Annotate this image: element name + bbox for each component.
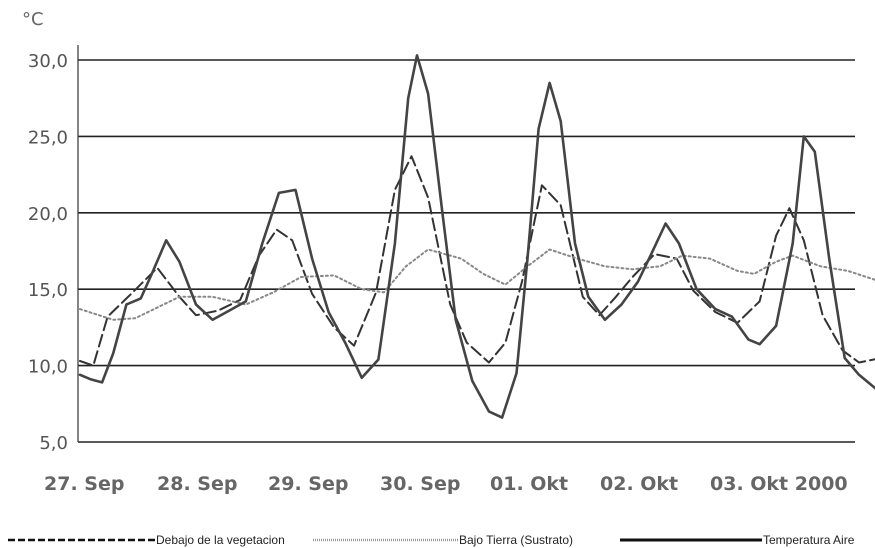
gridlines — [78, 59, 855, 443]
y-tick-labels: 30,0 25,0 20,0 15,0 10,0 5,0 — [28, 51, 68, 454]
legend: Debajo de la vegetacion Bajo Tierra (Sust… — [8, 533, 855, 547]
x-tick-label: 27. Sep — [44, 473, 124, 495]
y-tick-label: 20,0 — [28, 204, 68, 225]
x-tick-labels: 27. Sep 28. Sep 29. Sep 30. Sep 01. Okt 02. O… — [44, 473, 848, 495]
series-lines — [78, 54, 875, 419]
legend-label: Debajo de la vegetacion — [156, 533, 285, 547]
x-tick-label: 29. Sep — [268, 473, 348, 495]
x-tick-label: 03. Okt 2000 — [710, 473, 848, 495]
y-tick-label: 10,0 — [28, 357, 68, 378]
y-tick-label: 15,0 — [28, 280, 68, 301]
x-tick-label: 01. Okt — [490, 473, 568, 495]
legend-label: Temperatura Aire — [763, 533, 855, 547]
legend-label: Bajo Tierra (Sustrato) — [459, 533, 573, 547]
series-line-solid — [78, 54, 875, 419]
y-tick-label: 5,0 — [39, 433, 68, 454]
series-line-dashed — [79, 155, 875, 367]
x-tick-label: 30. Sep — [380, 473, 460, 495]
y-unit-label: °C — [22, 9, 44, 30]
y-tick-label: 25,0 — [28, 127, 68, 148]
x-tick-label: 28. Sep — [157, 473, 237, 495]
x-tick-label: 02. Okt — [600, 473, 678, 495]
y-tick-label: 30,0 — [28, 51, 68, 72]
